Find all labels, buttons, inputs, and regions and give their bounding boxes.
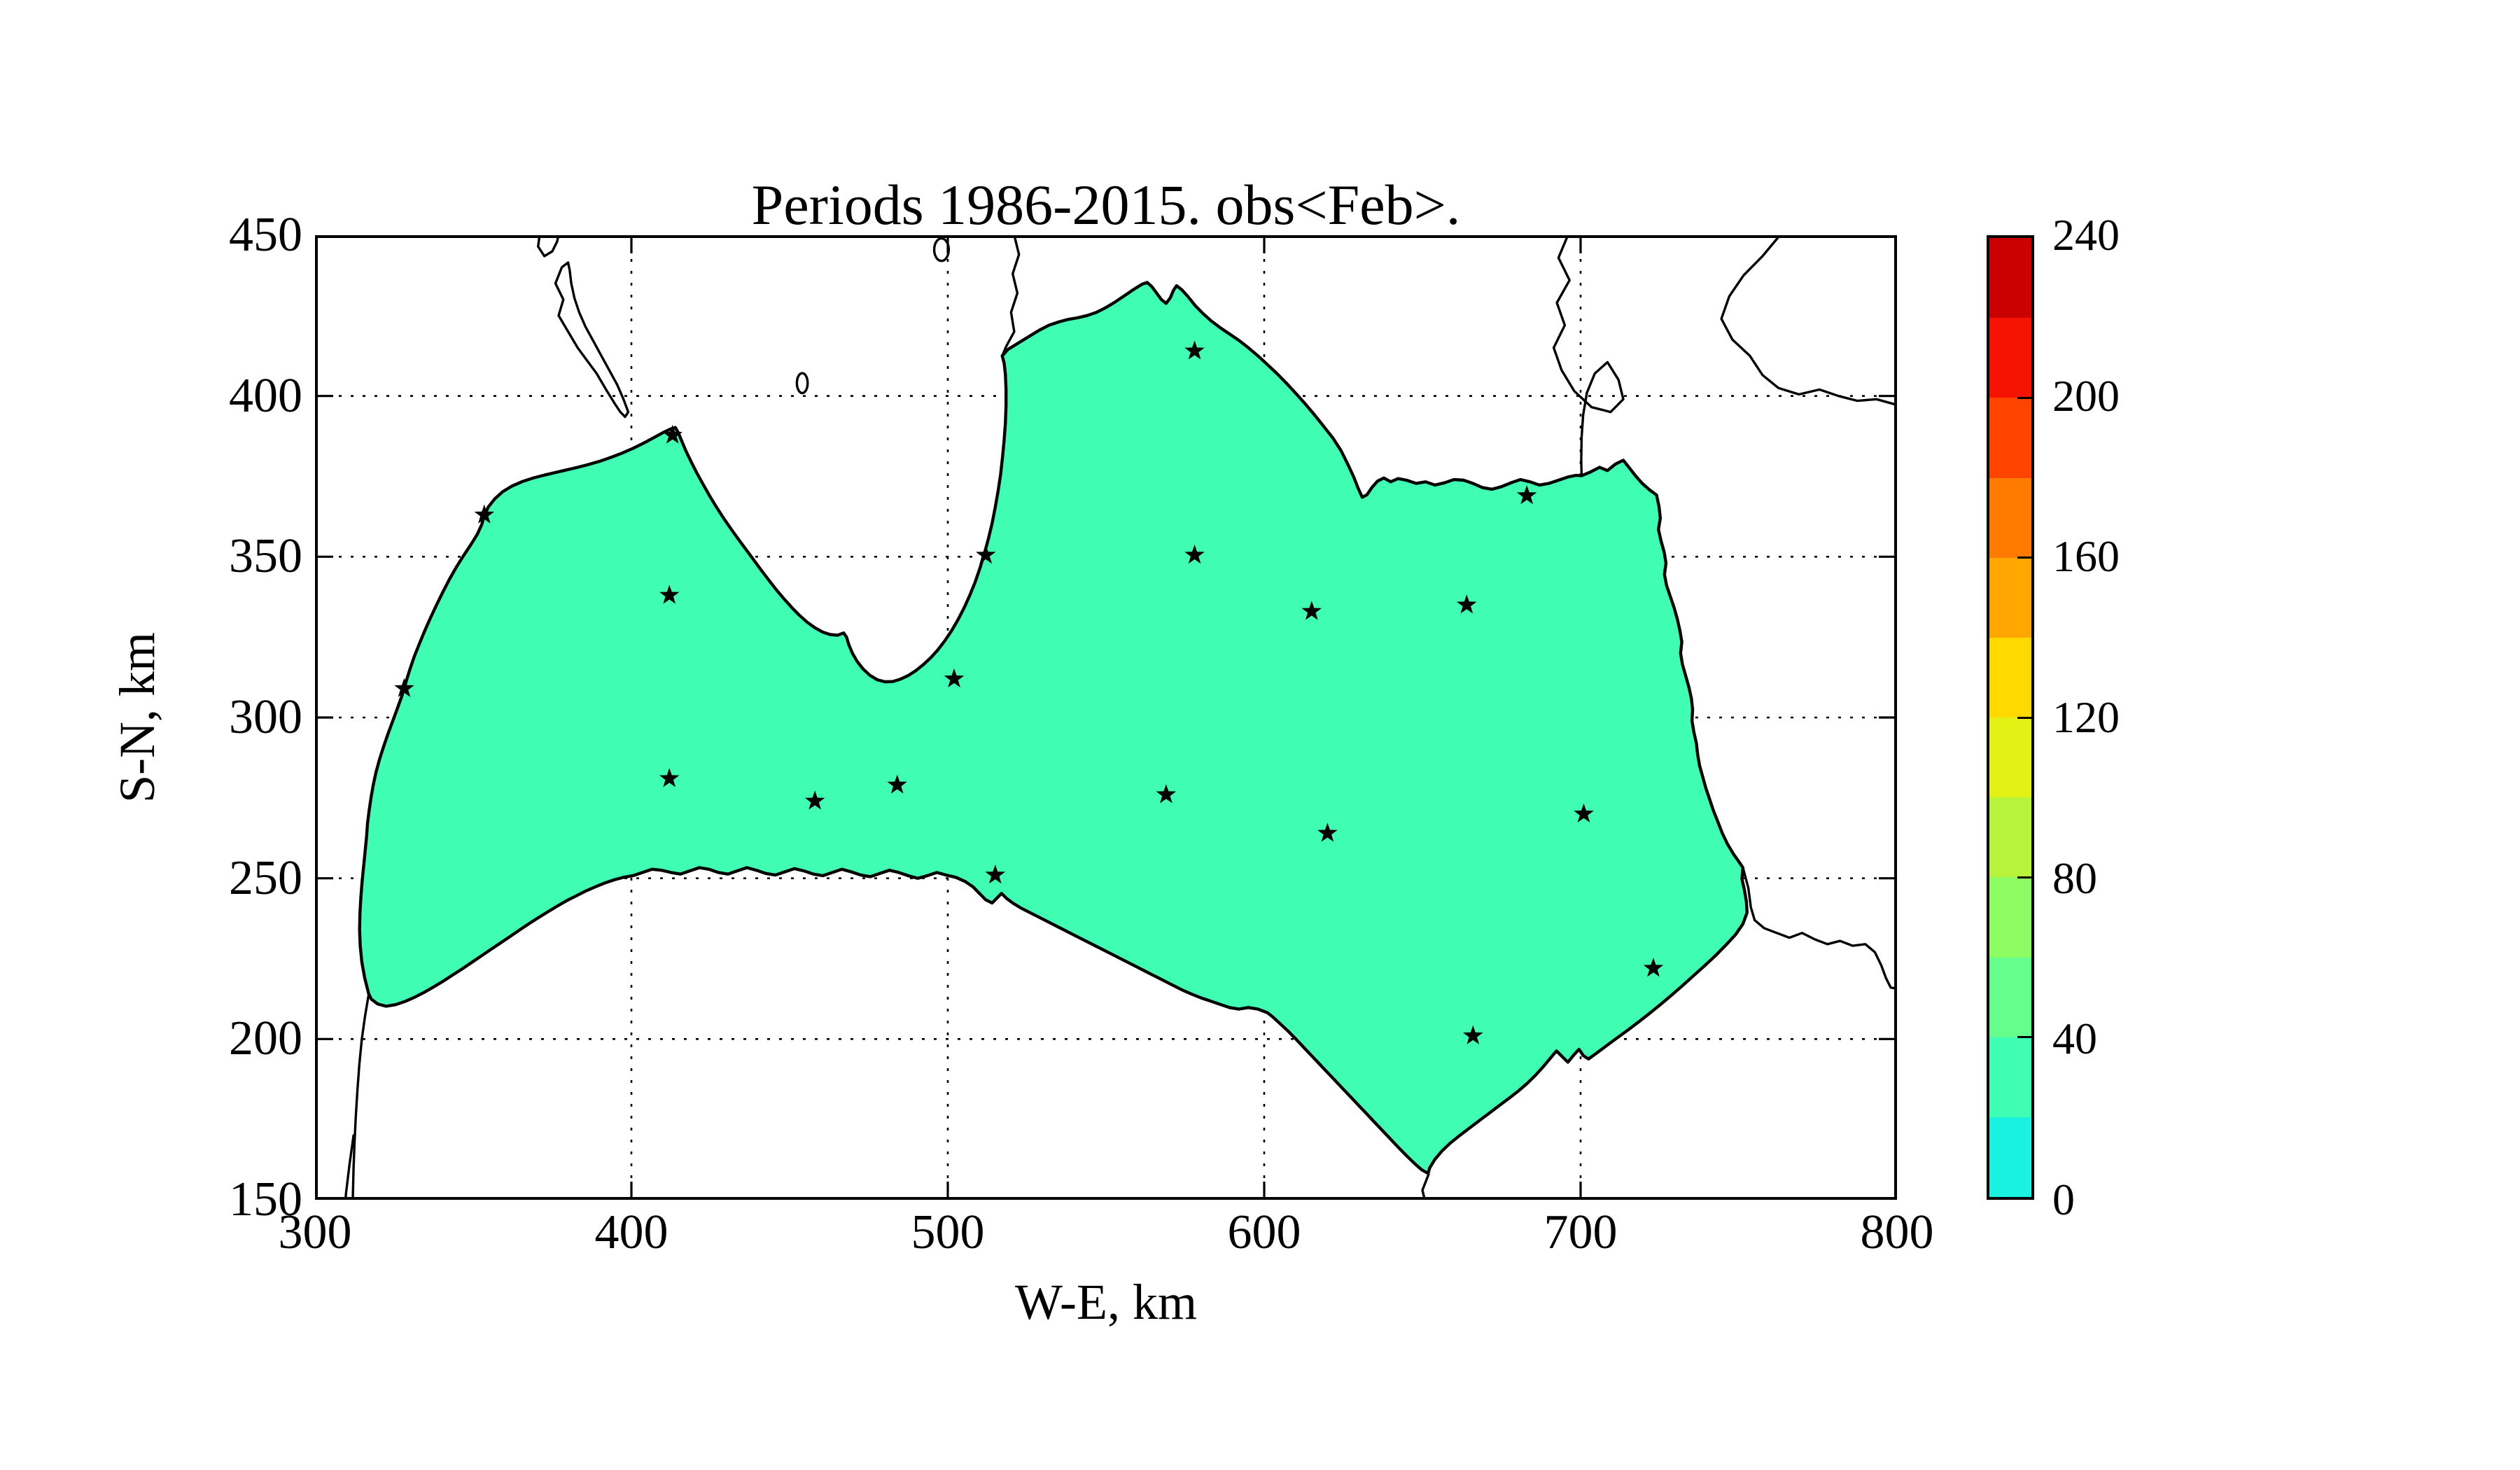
estonia-russia-border <box>1552 235 1625 477</box>
colorbar-tick <box>2017 396 2031 399</box>
station-marker <box>804 790 825 810</box>
x-tick-label: 300 <box>278 1205 352 1259</box>
colorbar-band <box>1989 1116 2031 1197</box>
y-tick-label: 350 <box>229 529 302 584</box>
map-svg <box>315 235 1897 1200</box>
y-tick-label: 200 <box>229 1011 302 1066</box>
colorbar-tick-label: 240 <box>2052 210 2120 260</box>
station-marker <box>659 768 680 788</box>
saaremaa-island <box>554 261 630 419</box>
colorbar-tick <box>2017 716 2031 719</box>
x-tick-label: 800 <box>1860 1205 1934 1259</box>
colorbar-band <box>1989 557 2031 638</box>
estonia-coast <box>1001 235 1021 357</box>
curonian-spit <box>344 1134 355 1200</box>
colorbar-tick <box>2017 876 2031 878</box>
y-tick-label: 400 <box>229 368 302 423</box>
colorbar-band <box>1989 797 2031 878</box>
colorbar-band <box>1989 957 2031 1037</box>
y-tick-label: 450 <box>229 208 302 262</box>
colorbar-band <box>1989 637 2031 718</box>
station-marker <box>1184 545 1205 564</box>
station-marker <box>1574 803 1594 822</box>
station-marker <box>1184 340 1205 360</box>
y-axis-label-text: S-N, km <box>109 631 165 804</box>
x-axis-label: W-E, km <box>1015 1274 1197 1330</box>
station-marker <box>474 504 495 524</box>
x-tick-label: 500 <box>911 1205 985 1259</box>
kihnu-island <box>932 237 951 262</box>
station-marker <box>662 424 682 444</box>
colorbar-tick <box>2017 556 2031 559</box>
lithuania-coast <box>351 993 370 1200</box>
colorbar-band <box>1989 717 2031 798</box>
colorbar-tick-label: 160 <box>2052 531 2120 582</box>
station-marker <box>659 584 680 604</box>
station-marker <box>985 864 1006 884</box>
y-tick-label: 250 <box>229 850 302 905</box>
station-marker <box>976 545 996 564</box>
colorbar-band <box>1989 876 2031 958</box>
y-tick-label: 300 <box>229 690 302 744</box>
colorbar-tick-label: 0 <box>2052 1175 2075 1224</box>
saaremaa-top-fragment <box>537 235 560 258</box>
colorbar-tick-label: 200 <box>2052 370 2120 421</box>
ruhnu-island <box>795 372 809 395</box>
x-tick-label: 700 <box>1544 1205 1618 1259</box>
chart-title: Periods 1986-2015. obs<Feb>. <box>751 173 1461 237</box>
station-marker <box>1317 822 1338 842</box>
x-tick-label: 400 <box>594 1205 668 1259</box>
station-marker <box>887 774 907 794</box>
colorbar-tick-label: 80 <box>2052 853 2097 903</box>
colorbar-tick-label: 120 <box>2052 692 2120 742</box>
russia-belarus-border <box>1742 866 1897 990</box>
station-marker <box>944 668 965 687</box>
lithuania-belarus-border <box>1421 1172 1430 1200</box>
colorbar-band <box>1989 317 2031 398</box>
station-marker <box>1516 485 1537 505</box>
x-tick-label: 600 <box>1227 1205 1301 1259</box>
colorbar-band <box>1989 477 2031 558</box>
station-marker <box>1457 594 1477 614</box>
colorbar-band <box>1989 237 2031 318</box>
colorbar-tick <box>2017 1036 2031 1039</box>
station-marker <box>1301 601 1322 620</box>
plot-area <box>315 235 1897 1200</box>
pskov-lake-shore <box>1720 235 1897 407</box>
station-marker <box>1643 958 1664 977</box>
latvia-region <box>358 281 1749 1175</box>
colorbar-band <box>1989 1037 2031 1117</box>
station-marker <box>394 678 414 697</box>
colorbar <box>1987 235 2034 1200</box>
plot-frame <box>315 235 1897 1200</box>
station-marker <box>1156 784 1177 804</box>
y-tick-label: 150 <box>229 1172 302 1226</box>
colorbar-tick-label: 40 <box>2052 1014 2097 1064</box>
station-marker <box>1463 1025 1483 1044</box>
colorbar-band <box>1989 397 2031 478</box>
